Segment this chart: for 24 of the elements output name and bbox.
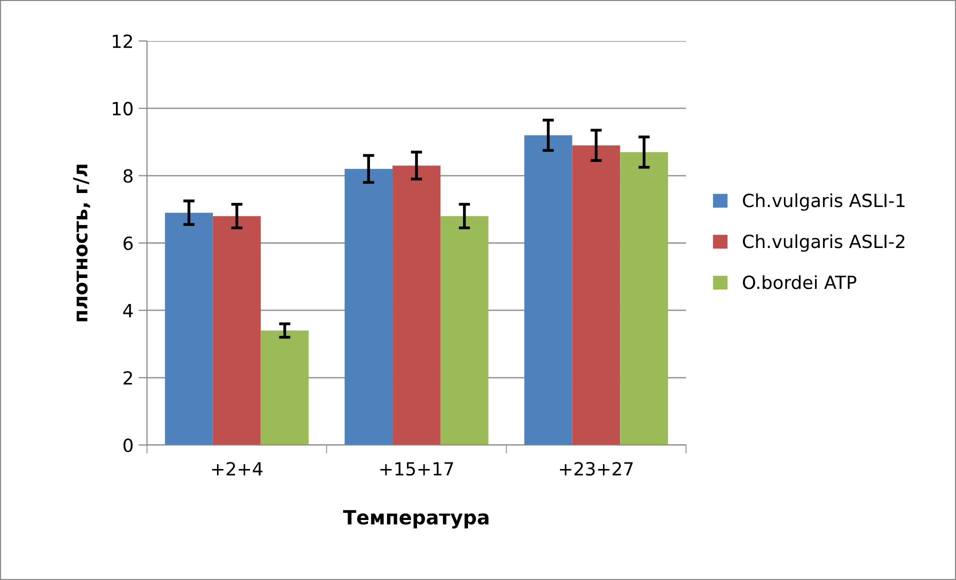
y-tick-label: 8	[124, 169, 133, 183]
bar	[392, 166, 440, 445]
y-tick-label: 12	[112, 34, 132, 48]
x-tick-label: +23+27	[560, 462, 633, 476]
x-tick-label: +2+4	[212, 462, 262, 476]
y-tick-label: 4	[123, 304, 133, 318]
bar	[164, 212, 213, 445]
bar	[212, 216, 261, 445]
y-tick-label: 0	[124, 438, 133, 452]
legend-label: Ch.vulgaris ASLI-1	[742, 193, 904, 211]
x-axis-title: Температура	[343, 510, 488, 529]
y-tick-label: 10	[112, 102, 133, 116]
bar	[344, 168, 393, 445]
y-axis-title: плотность, г/л	[73, 164, 90, 322]
x-tick-label: +15+17	[380, 462, 454, 476]
y-tick-label: 6	[124, 236, 133, 250]
legend-label: Ch.vulgaris ASLI-2	[742, 234, 904, 252]
bar	[572, 145, 620, 445]
bar	[440, 216, 488, 445]
legend-label: O.bordei ATP	[742, 275, 856, 290]
y-tick-label: 2	[124, 371, 132, 385]
bar	[524, 135, 572, 445]
bar	[620, 152, 668, 445]
bar	[260, 330, 309, 445]
